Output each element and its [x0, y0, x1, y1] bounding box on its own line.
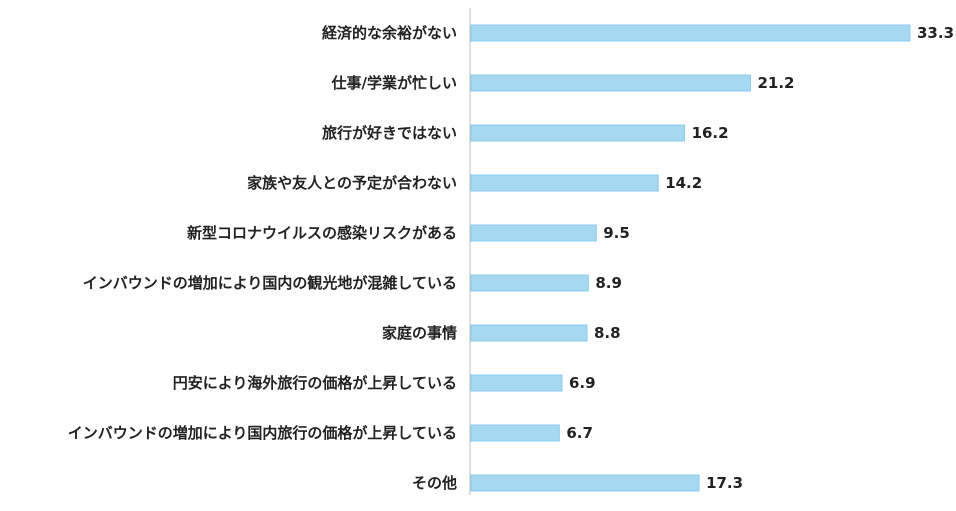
value-label: 8.8: [594, 324, 621, 342]
category-label: 仕事/学業が忙しい: [331, 74, 457, 92]
bar: [470, 74, 751, 92]
category-label: 家庭の事情: [382, 324, 457, 342]
category-label: その他: [412, 474, 457, 492]
category-label: インバウンドの増加により国内の観光地が混雑している: [83, 274, 457, 292]
value-label: 21.2: [757, 74, 794, 92]
bar: [470, 174, 659, 192]
category-labels: 経済的な余裕がない仕事/学業が忙しい旅行が好きではない家族や友人との予定が合わな…: [68, 24, 457, 492]
bar: [470, 474, 700, 492]
category-label: インバウンドの増加により国内旅行の価格が上昇している: [68, 424, 457, 442]
value-label: 8.9: [595, 274, 622, 292]
bar: [470, 24, 911, 42]
bar: [470, 224, 597, 242]
value-label: 6.7: [566, 424, 593, 442]
value-label: 33.3: [917, 24, 954, 42]
category-label: 経済的な余裕がない: [322, 24, 457, 42]
category-label: 家族や友人との予定が合わない: [247, 174, 457, 192]
bars: [470, 24, 911, 492]
bar: [470, 124, 686, 142]
category-label: 旅行が好きではない: [322, 124, 457, 142]
value-labels: 33.3 21.2 16.2 14.2 9.5 8.9 8.8 6.9 6.7 17.3: [566, 24, 954, 492]
category-label: 円安により海外旅行の価格が上昇している: [173, 374, 457, 392]
bar: [470, 374, 563, 392]
value-label: 17.3: [706, 474, 743, 492]
bar: [470, 424, 560, 442]
value-label: 16.2: [692, 124, 729, 142]
bar: [470, 274, 589, 292]
value-label: 6.9: [569, 374, 596, 392]
category-label: 新型コロナウイルスの感染リスクがある: [187, 224, 457, 242]
value-label: 9.5: [603, 224, 630, 242]
value-label: 14.2: [665, 174, 702, 192]
bar: [470, 324, 588, 342]
